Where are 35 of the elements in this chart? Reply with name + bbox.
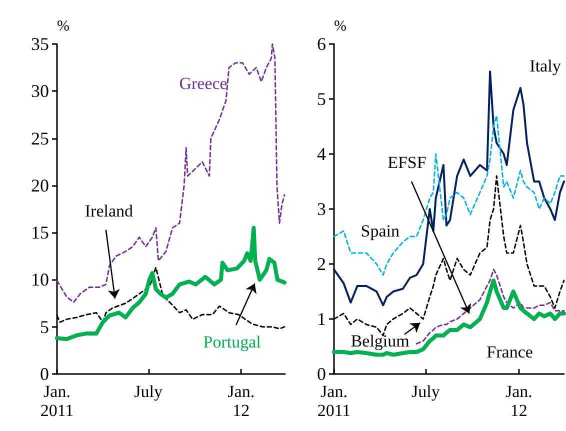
y-axis-title: % xyxy=(57,18,70,34)
text: Portugal xyxy=(203,332,262,352)
line-series xyxy=(416,268,565,344)
y-tick-label: 1 xyxy=(317,309,326,329)
y-tick-label: 30 xyxy=(31,81,49,102)
line-series xyxy=(332,278,566,357)
y-tick-label: 15 xyxy=(31,222,49,243)
x-tick-label: Jan. 2011 xyxy=(40,382,74,420)
y-tick-label: 10 xyxy=(31,270,49,290)
y-tick-label: 5 xyxy=(40,316,49,337)
x-tick-label: Jan. 12 xyxy=(505,382,532,420)
text: Ireland xyxy=(84,201,134,220)
x-tick-label: Jan. 12 xyxy=(228,382,255,420)
y-tick-label: 3 xyxy=(317,199,326,219)
y-tick-label: 2 xyxy=(317,254,326,274)
y-tick-label: 25 xyxy=(31,128,49,148)
y-axis-title: % xyxy=(334,18,346,34)
x-tick-label: Jan. 2011 xyxy=(317,382,351,420)
series-label: Spain xyxy=(360,222,400,240)
text: EFSF xyxy=(388,152,426,172)
y-tick-label: 6 xyxy=(317,34,326,54)
series-label: Greece xyxy=(179,74,228,94)
y-tick-label: 0 xyxy=(40,364,49,384)
legend-label: Belgium xyxy=(350,332,410,350)
line-series xyxy=(56,43,286,304)
y-tick-label: 20 xyxy=(31,175,49,196)
series-label: Italy xyxy=(530,56,562,76)
line-series xyxy=(333,114,565,276)
x-tick-label: July xyxy=(134,382,163,401)
y-tick-label: 4 xyxy=(317,144,326,164)
y-tick-label: 35 xyxy=(31,34,49,54)
series-label: France xyxy=(486,342,533,362)
x-tick-label: July xyxy=(412,382,440,401)
y-tick-label: 0 xyxy=(317,364,326,384)
y-tick-label: 5 xyxy=(317,89,326,109)
